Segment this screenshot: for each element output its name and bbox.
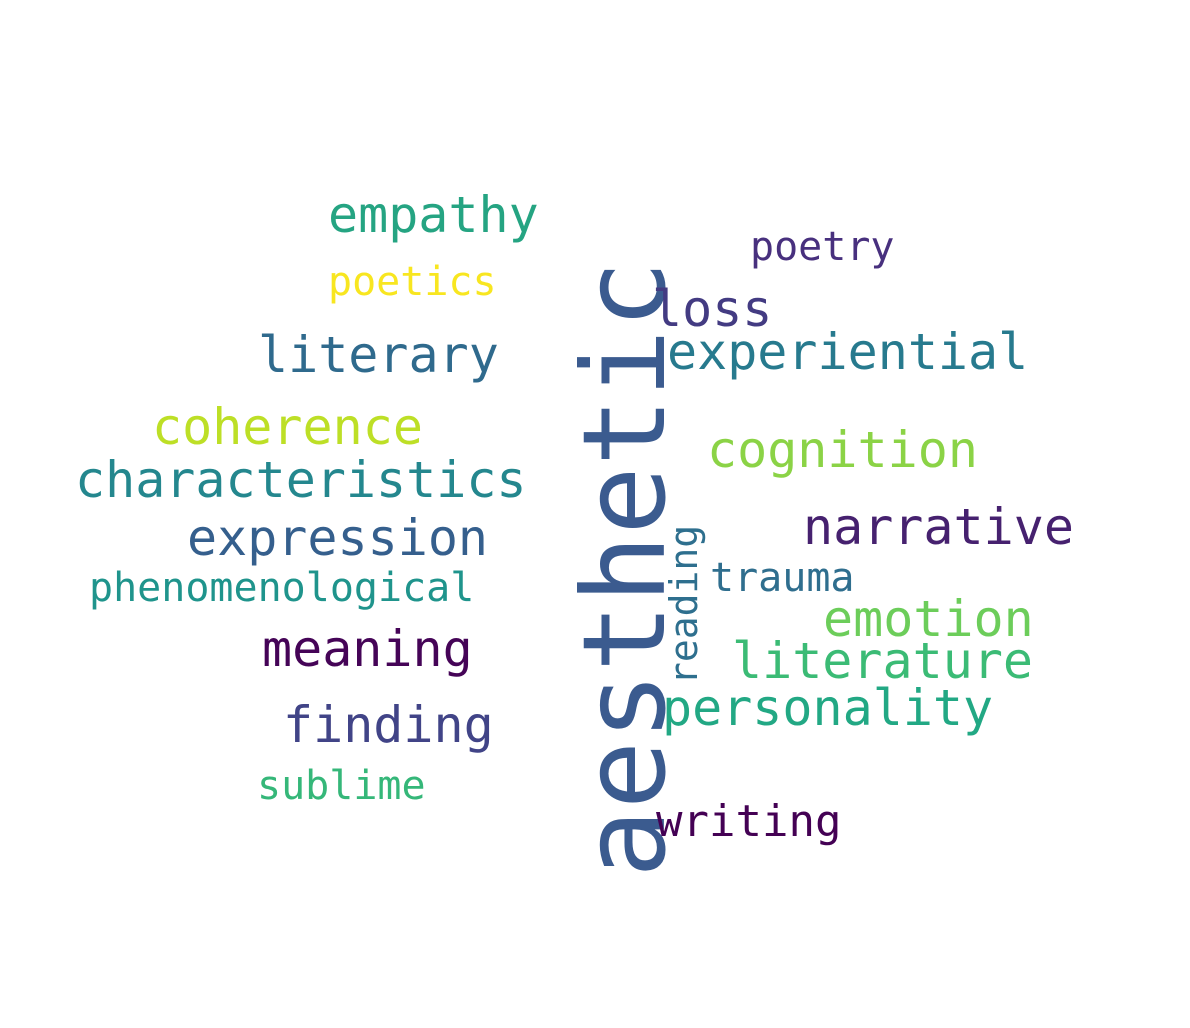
word-narrative: narrative — [803, 498, 1074, 556]
word-loss: loss — [652, 280, 773, 338]
word-expression: expression — [187, 509, 489, 567]
word-writing: writing — [656, 796, 842, 847]
word-experiential: experiential — [667, 323, 1029, 381]
word-characteristics: characteristics — [75, 451, 527, 509]
word-meaning: meaning — [262, 620, 473, 678]
word-literature: literature — [732, 632, 1034, 690]
word-finding: finding — [283, 696, 494, 754]
word-literary: literary — [258, 326, 499, 384]
word-cognition: cognition — [707, 421, 978, 479]
word-sublime: sublime — [257, 763, 426, 809]
word-empathy: empathy — [328, 186, 539, 244]
word-phenomenological: phenomenological — [89, 565, 475, 611]
word-poetics: poetics — [328, 259, 497, 305]
word-emotion: emotion — [823, 590, 1034, 648]
word-trauma: trauma — [710, 555, 855, 601]
word-poetry: poetry — [750, 224, 895, 270]
word-personality: personality — [662, 679, 994, 737]
word-coherence: coherence — [152, 398, 423, 456]
word-reading: reading — [662, 524, 706, 685]
